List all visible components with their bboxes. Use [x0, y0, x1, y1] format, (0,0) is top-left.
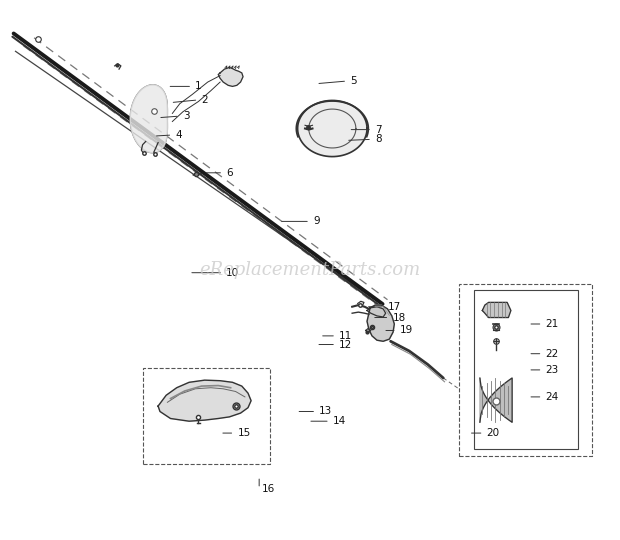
- Polygon shape: [367, 305, 394, 341]
- Text: 19: 19: [400, 326, 413, 335]
- Text: 13: 13: [319, 407, 332, 416]
- Polygon shape: [130, 85, 167, 153]
- Text: 16: 16: [262, 484, 275, 494]
- Text: 4: 4: [175, 130, 182, 140]
- Text: 3: 3: [183, 111, 190, 121]
- Text: eReplacementParts.com: eReplacementParts.com: [200, 261, 420, 279]
- Text: 22: 22: [546, 349, 559, 359]
- Polygon shape: [298, 100, 367, 157]
- Text: 14: 14: [333, 416, 346, 426]
- Bar: [474, 290, 578, 449]
- Text: 21: 21: [546, 319, 559, 329]
- Text: 7: 7: [375, 125, 382, 134]
- Text: 5: 5: [350, 76, 357, 86]
- Text: 2: 2: [202, 95, 208, 105]
- Text: 8: 8: [375, 134, 382, 144]
- Polygon shape: [158, 380, 251, 421]
- Text: 20: 20: [487, 428, 500, 438]
- Text: 9: 9: [313, 217, 320, 226]
- Text: 10: 10: [226, 268, 239, 278]
- Text: 11: 11: [339, 331, 352, 341]
- Polygon shape: [480, 378, 512, 422]
- Text: 17: 17: [388, 302, 401, 312]
- Text: 23: 23: [546, 365, 559, 375]
- Text: 24: 24: [546, 392, 559, 402]
- Text: 1: 1: [195, 82, 202, 91]
- Text: 18: 18: [392, 313, 405, 322]
- Bar: [143, 368, 270, 464]
- Text: 15: 15: [237, 428, 250, 438]
- Polygon shape: [218, 68, 243, 86]
- Text: 12: 12: [339, 340, 352, 349]
- Polygon shape: [482, 302, 511, 318]
- Polygon shape: [367, 307, 386, 317]
- Bar: [459, 284, 592, 456]
- Text: 6: 6: [226, 168, 233, 178]
